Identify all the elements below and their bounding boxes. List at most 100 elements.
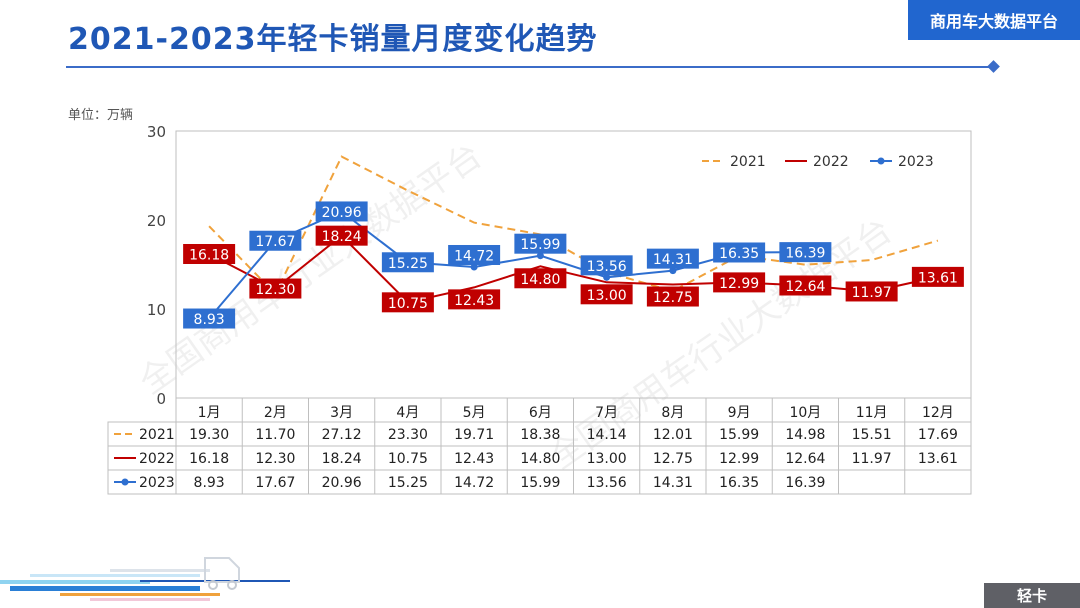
data-label-box — [580, 284, 633, 305]
data-label-box — [183, 308, 236, 329]
table-cell: 8.93 — [194, 475, 225, 491]
x-tick-label: 10月 — [789, 405, 821, 421]
table-cell: 12.99 — [719, 451, 759, 467]
table-cell: 18.24 — [322, 451, 362, 467]
unit-label: 单位：万辆 — [68, 108, 134, 123]
data-label-text: 16.35 — [719, 246, 759, 262]
series-line-2021 — [208, 155, 939, 296]
data-label-2022: 13.61 — [911, 266, 964, 287]
data-label-text: 13.61 — [918, 270, 958, 286]
table-cell: 13.61 — [918, 451, 958, 467]
table-cell: 12.01 — [653, 427, 693, 443]
table-cell: 23.30 — [388, 427, 428, 443]
data-label-2022: 18.24 — [315, 225, 368, 246]
x-tick-label: 6月 — [529, 405, 552, 421]
data-label-2022: 11.97 — [845, 281, 898, 302]
data-label-box — [315, 201, 368, 222]
data-label-box — [183, 243, 236, 264]
data-label-2022: 12.43 — [448, 289, 501, 310]
data-label-2022: 13.00 — [580, 284, 633, 305]
table-cell: 16.18 — [189, 451, 229, 467]
table-cell: 15.25 — [388, 475, 428, 491]
data-label-text: 14.31 — [653, 252, 693, 268]
data-label-2022: 16.18 — [183, 243, 236, 264]
y-tick-label: 0 — [156, 390, 166, 408]
legend-label-2021: 2021 — [730, 154, 766, 170]
data-label-box — [448, 289, 501, 310]
page-title: 2021-2023年轻卡销量月度变化趋势 — [68, 22, 598, 57]
data-label-text: 17.67 — [255, 234, 295, 250]
y-tick-label: 20 — [147, 212, 166, 230]
brand-badge: 商用车大数据平台 — [908, 0, 1080, 40]
data-label-box — [911, 266, 964, 287]
data-label-text: 16.18 — [189, 247, 229, 263]
data-label-text: 13.56 — [587, 259, 627, 275]
data-label-text: 15.99 — [520, 237, 560, 253]
data-label-box — [779, 242, 832, 263]
x-tick-label: 2月 — [264, 405, 287, 421]
x-tick-label: 1月 — [198, 405, 221, 421]
table-cell: 17.67 — [255, 475, 295, 491]
data-label-2022: 12.64 — [779, 275, 832, 296]
data-label-box — [580, 255, 633, 276]
table-cell: 14.72 — [454, 475, 494, 491]
x-tick-label: 4月 — [396, 405, 419, 421]
table-cell: 19.30 — [189, 427, 229, 443]
data-label-box — [249, 230, 302, 251]
data-label-2023: 14.72 — [448, 244, 501, 265]
table-cell: 15.99 — [719, 427, 759, 443]
table-cell: 16.35 — [719, 475, 759, 491]
table-cell: 13.00 — [587, 451, 627, 467]
data-label-box — [448, 244, 501, 265]
data-label-text: 11.97 — [852, 285, 892, 301]
table-cell: 12.30 — [255, 451, 295, 467]
x-tick-label: 5月 — [463, 405, 486, 421]
data-label-box — [845, 281, 898, 302]
table-cell: 19.71 — [454, 427, 494, 443]
title-divider — [66, 66, 994, 68]
table-cell: 14.98 — [785, 427, 825, 443]
table-cell: 12.75 — [653, 451, 693, 467]
data-label-text: 20.96 — [322, 205, 362, 221]
data-label-box — [779, 275, 832, 296]
data-label-text: 14.80 — [520, 272, 560, 288]
data-label-text: 12.30 — [255, 282, 295, 298]
x-tick-label: 11月 — [856, 405, 888, 421]
data-label-text: 16.39 — [785, 246, 825, 262]
data-label-2023: 13.56 — [580, 255, 633, 276]
data-label-2022: 12.30 — [249, 278, 302, 299]
data-label-box — [381, 292, 434, 313]
table-cell: 11.97 — [852, 451, 892, 467]
category-tag: 轻卡 — [984, 583, 1080, 608]
data-point-2023 — [669, 267, 677, 275]
table-cell: 14.31 — [653, 475, 693, 491]
data-label-text: 13.00 — [587, 288, 627, 304]
legend-label-2022: 2022 — [813, 154, 849, 170]
table-row-label-2022: 2022 — [139, 451, 175, 467]
data-label-2023: 17.67 — [249, 230, 302, 251]
data-label-text: 12.99 — [719, 276, 759, 292]
table-legend-marker — [121, 478, 129, 486]
data-label-box — [249, 278, 302, 299]
table-cell: 11.70 — [255, 427, 295, 443]
series-line-2023 — [208, 210, 806, 320]
data-point-2023 — [470, 263, 478, 271]
data-label-2023: 16.35 — [713, 242, 766, 263]
data-label-2023: 15.25 — [381, 252, 434, 273]
data-label-text: 14.72 — [454, 248, 494, 264]
data-label-box — [646, 248, 699, 269]
table-cell: 15.51 — [852, 427, 892, 443]
table-cell: 14.14 — [587, 427, 627, 443]
x-tick-label: 9月 — [728, 405, 751, 421]
x-tick-label: 12月 — [922, 405, 954, 421]
data-label-2023: 20.96 — [315, 201, 368, 222]
data-point-2023 — [603, 273, 611, 281]
table-cell: 14.80 — [520, 451, 560, 467]
data-label-box — [713, 272, 766, 293]
data-label-text: 15.25 — [388, 256, 428, 272]
table-cell: 17.69 — [918, 427, 958, 443]
y-tick-label: 10 — [147, 301, 166, 319]
data-label-2022: 14.80 — [514, 268, 567, 289]
data-label-text: 12.75 — [653, 290, 693, 306]
